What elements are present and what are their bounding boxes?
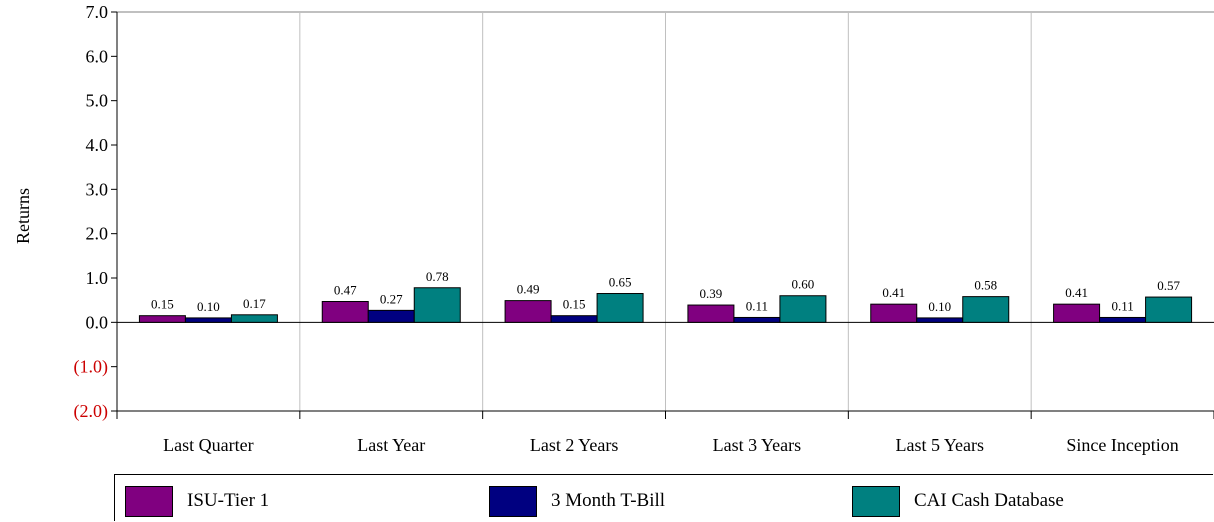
data-label-isu-tier-1-last-year: 0.47 (334, 282, 357, 297)
bar-isu-tier-1-last-2-years (504, 300, 552, 323)
bar-3-month-t-bill-last-5-years (916, 317, 964, 323)
y-tick-label: (2.0) (74, 401, 109, 422)
data-label-3-month-t-bill-last-5-years: 0.10 (928, 299, 951, 314)
legend-item-isu-tier-1: ISU-Tier 1 (125, 485, 269, 517)
labels: 0.15 0.10 0.17 0.47 0.27 0.78 0.49 0.15 0.65 0.39… (151, 269, 1180, 314)
y-tick-label: 4.0 (86, 135, 109, 155)
legend-label-isu-tier-1: ISU-Tier 1 (187, 490, 270, 511)
category-grid (117, 11, 1214, 411)
y-tick-label: 3.0 (86, 179, 109, 199)
data-label-3-month-t-bill-last-2-years: 0.15 (563, 297, 586, 312)
legend-label-cai-cash-database: CAI Cash Database (914, 490, 1064, 511)
bar-cai-cash-database-last-3-years (779, 295, 827, 323)
data-label-isu-tier-1-since-inception: 0.41 (1065, 285, 1088, 300)
x-tick-label-last-quarter: Last Quarter (163, 435, 253, 455)
data-label-3-month-t-bill-last-quarter: 0.10 (197, 299, 220, 314)
x-tick-label-since-inception: Since Inception (1066, 435, 1178, 455)
bar-cai-cash-database-last-year (413, 287, 461, 323)
y-tick-label: 6.0 (86, 46, 109, 66)
bar-3-month-t-bill-last-3-years (733, 316, 781, 323)
y-tick-label: 2.0 (86, 224, 109, 244)
y-tick-label: 0.0 (86, 312, 109, 332)
data-label-cai-cash-database-last-quarter: 0.17 (243, 296, 266, 311)
data-label-cai-cash-database-since-inception: 0.57 (1157, 278, 1180, 293)
legend-swatch-isu-tier-1 (125, 485, 173, 517)
legend-item-cai-cash-database: CAI Cash Database (852, 485, 1064, 517)
bar-cai-cash-database-last-2-years (596, 293, 644, 323)
data-label-3-month-t-bill-last-3-years: 0.11 (746, 298, 768, 313)
x-tick-label-last-year: Last Year (357, 435, 425, 455)
bar-cai-cash-database-last-quarter (230, 314, 278, 323)
axes: 7.0 6.0 5.0 4.0 3.0 2.0 1.0 0.0 (1.0) (2.0) Last Q… (74, 2, 1214, 455)
bar-isu-tier-1-last-5-years (870, 303, 918, 323)
bar-3-month-t-bill-last-2-years (550, 315, 598, 323)
data-label-cai-cash-database-last-2-years: 0.65 (609, 275, 632, 290)
y-tick-label: (1.0) (74, 357, 109, 378)
data-label-cai-cash-database-last-year: 0.78 (426, 269, 449, 284)
bar-3-month-t-bill-last-year (367, 309, 415, 323)
data-label-cai-cash-database-last-5-years: 0.58 (974, 278, 997, 293)
bars (138, 287, 1193, 323)
data-label-cai-cash-database-last-3-years: 0.60 (792, 277, 815, 292)
data-label-3-month-t-bill-last-year: 0.27 (380, 291, 403, 306)
data-label-isu-tier-1-last-5-years: 0.41 (882, 285, 905, 300)
data-label-isu-tier-1-last-3-years: 0.39 (700, 286, 723, 301)
y-tick-label: 7.0 (86, 2, 109, 22)
legend: ISU-Tier 1 3 Month T-Bill CAI Cash Datab… (114, 474, 1213, 521)
legend-swatch-3-month-t-bill (489, 485, 537, 517)
x-tick-label-last-2-years: Last 2 Years (530, 435, 619, 455)
y-tick-label: 1.0 (86, 268, 109, 288)
bar-cai-cash-database-last-5-years (962, 296, 1010, 323)
x-tick-label-last-3-years: Last 3 Years (713, 435, 802, 455)
x-tick-label-last-5-years: Last 5 Years (896, 435, 985, 455)
data-label-3-month-t-bill-since-inception: 0.11 (1111, 298, 1133, 313)
bar-isu-tier-1-since-inception (1053, 303, 1101, 323)
bar-cai-cash-database-since-inception (1145, 296, 1193, 323)
y-axis-label: Returns (13, 188, 33, 244)
data-label-isu-tier-1-last-2-years: 0.49 (517, 282, 540, 297)
bar-isu-tier-1-last-quarter (138, 315, 186, 323)
bar-isu-tier-1-last-3-years (687, 304, 735, 323)
legend-label-3-month-t-bill: 3 Month T-Bill (551, 490, 666, 511)
bar-isu-tier-1-last-year (321, 300, 369, 323)
returns-bar-chart: 7.0 6.0 5.0 4.0 3.0 2.0 1.0 0.0 (1.0) (2.0) Last Q… (13, 2, 1214, 455)
data-label-isu-tier-1-last-quarter: 0.15 (151, 297, 174, 312)
legend-swatch-cai-cash-database (852, 485, 900, 517)
bar-3-month-t-bill-last-quarter (184, 317, 232, 323)
legend-item-3-month-t-bill: 3 Month T-Bill (489, 485, 665, 517)
y-tick-label: 5.0 (86, 91, 109, 111)
bar-3-month-t-bill-since-inception (1099, 316, 1147, 323)
